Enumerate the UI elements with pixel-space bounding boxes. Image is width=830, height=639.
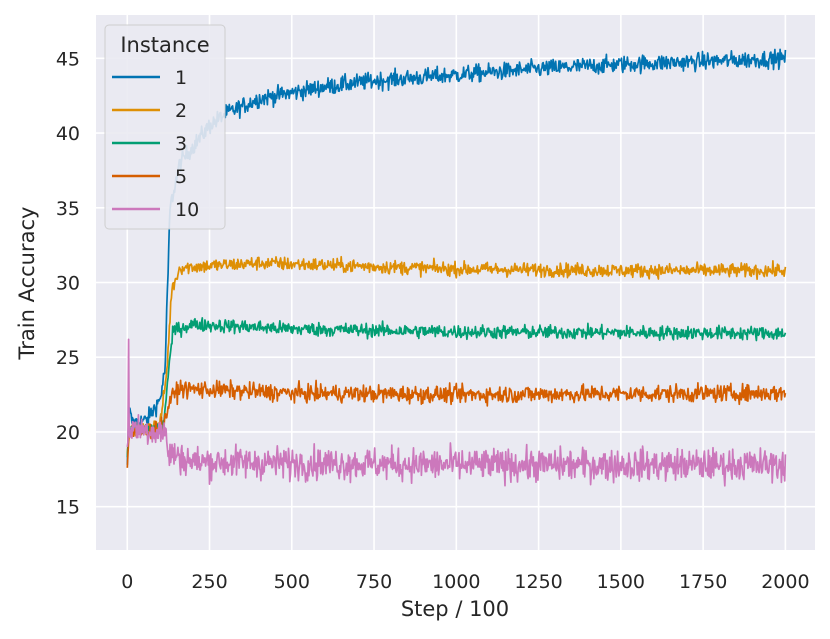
x-tick-label: 250 (191, 571, 227, 593)
y-tick-label: 35 (56, 198, 80, 220)
y-tick-label: 25 (56, 347, 80, 369)
x-tick-label: 750 (356, 571, 392, 593)
y-axis-title: Train Accuracy (15, 207, 39, 361)
series-lines (126, 48, 787, 487)
tick-labels: 0 250 500 750 1000 1250 1500 1750 20001520253035… (56, 48, 810, 593)
legend: Instance 1 2 3 5 10 (104, 24, 226, 230)
y-tick-label: 30 (56, 273, 80, 295)
y-tick-label: 15 (56, 497, 80, 519)
grid-lines (96, 15, 815, 550)
x-tick-label: 0 (121, 571, 133, 593)
x-tick-label: 1500 (597, 571, 645, 593)
series-line-2 (126, 255, 787, 455)
legend-entries: 1 2 3 5 10 (112, 67, 199, 221)
x-tick-label: 1750 (679, 571, 727, 593)
legend-label-5: 5 (175, 166, 187, 188)
x-tick-label: 500 (274, 571, 310, 593)
series-line-3 (126, 317, 787, 458)
series-line-10 (126, 338, 787, 487)
y-tick-label: 45 (56, 48, 80, 70)
y-tick-label: 40 (56, 123, 80, 145)
x-tick-label: 1000 (432, 571, 480, 593)
legend-label-3: 3 (175, 133, 187, 155)
legend-label-10: 10 (175, 199, 199, 221)
y-tick-label: 20 (56, 422, 80, 444)
legend-title: Instance (120, 33, 209, 57)
legend-label-2: 2 (175, 100, 187, 122)
series-line-5 (126, 379, 787, 468)
x-tick-label: 1250 (514, 571, 562, 593)
x-tick-label: 2000 (761, 571, 809, 593)
legend-label-1: 1 (175, 67, 187, 89)
series-line-1 (126, 48, 787, 465)
x-axis-title: Step / 100 (401, 597, 509, 621)
